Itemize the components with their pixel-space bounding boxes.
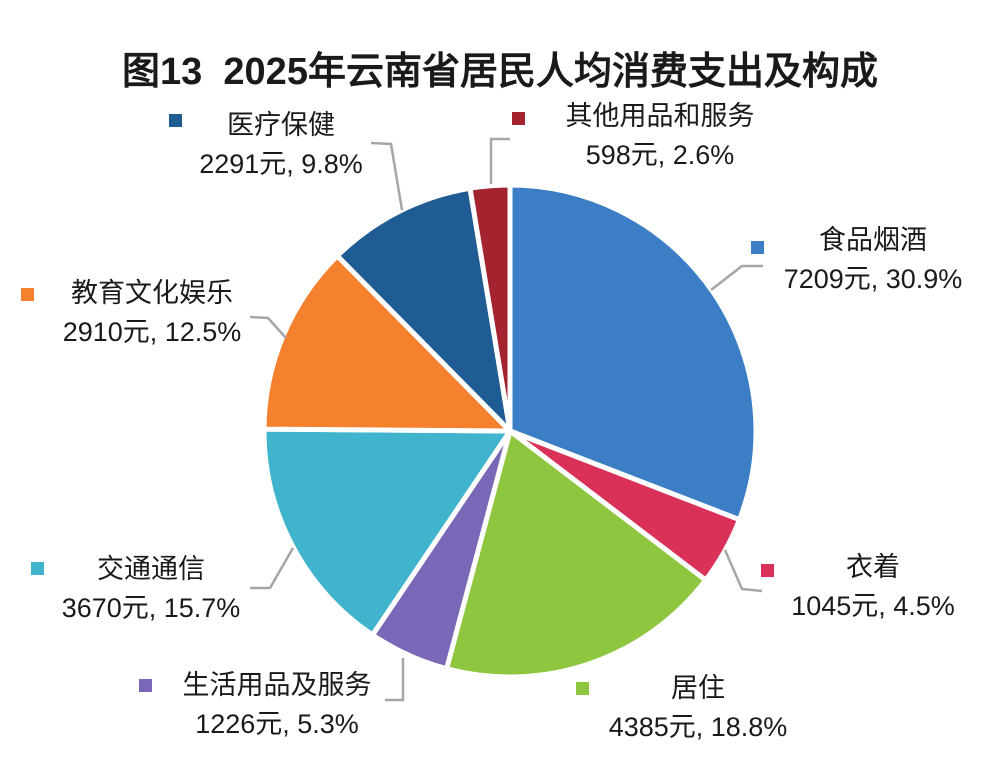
label-housing-value: 4385元, 18.8%: [608, 712, 788, 742]
label-clothing-name: 衣着: [846, 552, 900, 582]
label-transport-communication-name: 交通通信: [97, 554, 205, 584]
slice-transport-communication-leader-line: [250, 547, 295, 590]
label-food-tobacco-alcohol: 食品烟酒 7209元, 30.9%: [753, 221, 993, 299]
legend-marker-food-tobacco-alcohol: [751, 241, 764, 254]
label-transport-communication: 交通通信 3670元, 15.7%: [31, 550, 271, 628]
slice-transport-communication: [261, 426, 513, 638]
label-education-culture-entertainment-name: 教育文化娱乐: [71, 278, 233, 308]
slice-housing: [444, 428, 709, 680]
label-other-goods-services-value: 598元, 2.6%: [585, 140, 735, 170]
legend-marker-other-goods-services: [512, 112, 525, 125]
slice-medical-care-leader-line: [370, 141, 404, 211]
legend-marker-education-culture-entertainment: [21, 288, 34, 301]
label-other-goods-services: 其他用品和服务 598元, 2.6%: [540, 97, 780, 175]
label-other-goods-services-name: 其他用品和服务: [565, 101, 755, 131]
slice-other-goods-services-leader-line: [489, 137, 510, 184]
label-education-culture-entertainment-value: 2910元, 12.5%: [62, 317, 242, 347]
label-housing-name: 居住: [671, 673, 725, 703]
label-medical-care-name: 医疗保健: [227, 110, 335, 140]
label-household-goods-services-value: 1226元, 5.3%: [195, 709, 359, 739]
label-household-goods-services-name: 生活用品及服务: [182, 670, 372, 700]
label-clothing: 衣着 1045元, 4.5%: [753, 548, 993, 626]
slice-food-tobacco-alcohol-leader-line: [710, 264, 763, 291]
legend-marker-household-goods-services: [139, 679, 152, 692]
legend-marker-housing: [576, 682, 589, 695]
label-transport-communication-value: 3670元, 15.7%: [61, 593, 241, 623]
slice-education-culture-entertainment-leader-line: [249, 315, 287, 339]
legend-marker-medical-care: [169, 114, 182, 127]
slice-food-tobacco-alcohol: [507, 182, 759, 523]
label-medical-care: 医疗保健 2291元, 9.8%: [161, 106, 401, 184]
legend-marker-transport-communication: [31, 562, 44, 575]
label-housing: 居住 4385元, 18.8%: [578, 669, 818, 747]
slice-other-goods-services: [467, 182, 513, 434]
label-medical-care-value: 2291元, 9.8%: [199, 149, 363, 179]
legend-marker-clothing: [761, 564, 774, 577]
label-education-culture-entertainment: 教育文化娱乐 2910元, 12.5%: [32, 274, 272, 352]
label-clothing-value: 1045元, 4.5%: [791, 591, 955, 621]
chart-title: 图13 2025年云南省居民人均消费支出及构成: [122, 51, 878, 93]
slice-medical-care: [334, 185, 513, 434]
label-food-tobacco-alcohol-name: 食品烟酒: [819, 225, 927, 255]
label-household-goods-services: 生活用品及服务 1226元, 5.3%: [157, 666, 397, 744]
slice-clothing-leader-line: [723, 549, 763, 593]
slice-household-goods-services-leader-line: [385, 658, 405, 702]
label-food-tobacco-alcohol-value: 7209元, 30.9%: [783, 264, 963, 294]
